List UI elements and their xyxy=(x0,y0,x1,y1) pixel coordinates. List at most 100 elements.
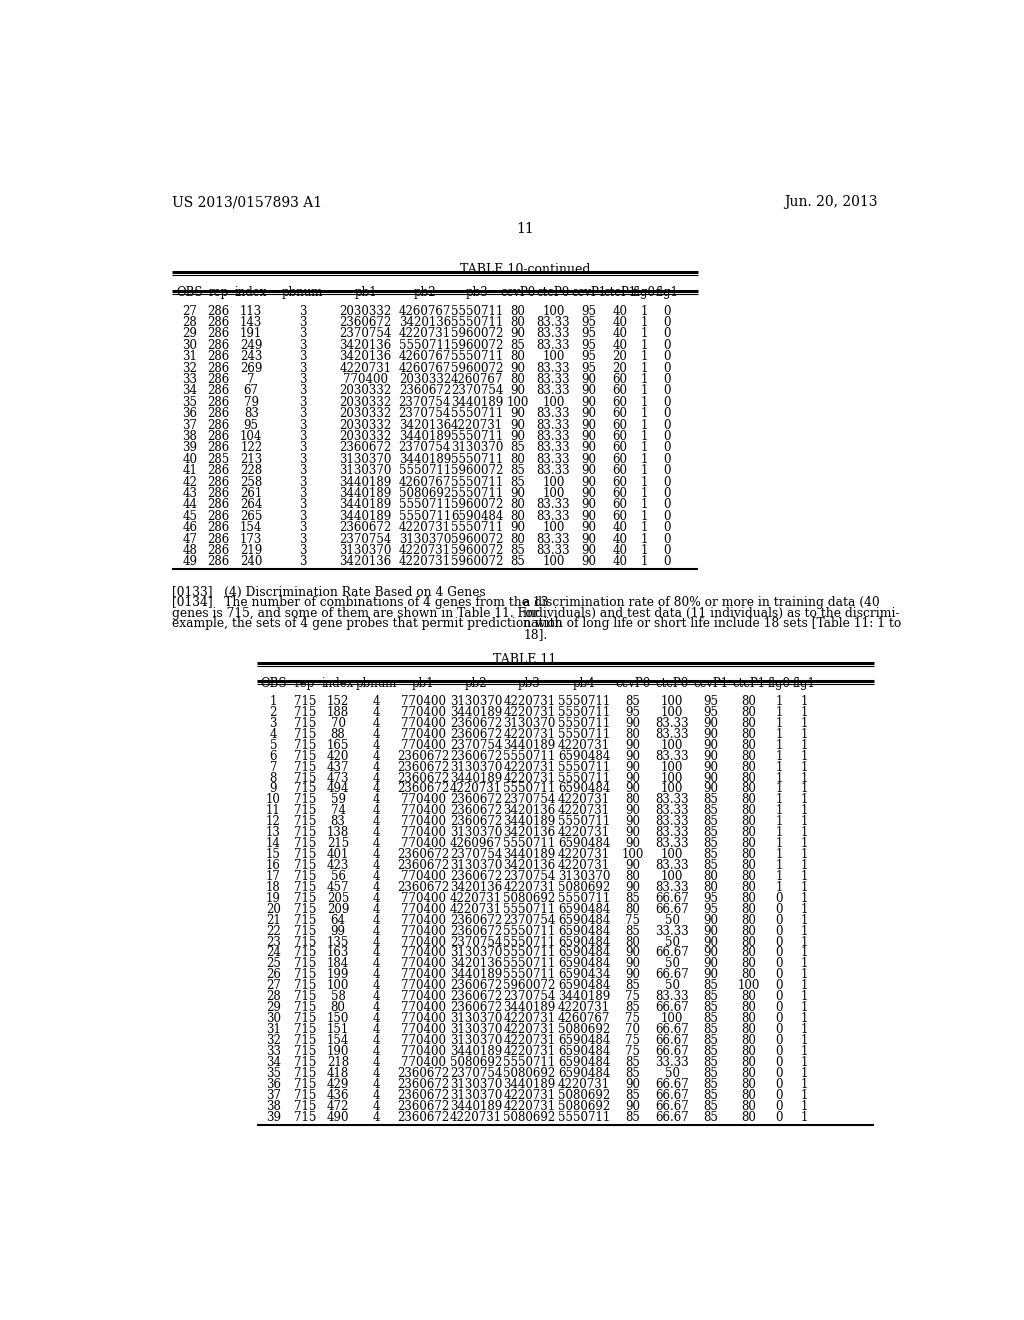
Text: 5550711: 5550711 xyxy=(504,903,556,916)
Text: 715: 715 xyxy=(294,696,315,708)
Text: 83.33: 83.33 xyxy=(537,441,570,454)
Text: 6590484: 6590484 xyxy=(558,936,610,949)
Text: 100: 100 xyxy=(660,870,683,883)
Text: 1: 1 xyxy=(269,696,278,708)
Text: genes is 715, and some of them are shown in Table 11. For: genes is 715, and some of them are shown… xyxy=(172,607,539,620)
Text: 770400: 770400 xyxy=(400,990,445,1003)
Text: 83.33: 83.33 xyxy=(537,499,570,511)
Text: 3: 3 xyxy=(299,408,306,420)
Text: 100: 100 xyxy=(543,475,564,488)
Text: 1: 1 xyxy=(775,696,782,708)
Text: 36: 36 xyxy=(182,408,198,420)
Text: 66.67: 66.67 xyxy=(655,1077,689,1090)
Text: 2030332: 2030332 xyxy=(339,408,391,420)
Text: 0: 0 xyxy=(663,556,671,569)
Text: 100: 100 xyxy=(660,772,683,784)
Text: 3420136: 3420136 xyxy=(504,804,556,817)
Text: 85: 85 xyxy=(625,924,640,937)
Text: 83.33: 83.33 xyxy=(537,430,570,444)
Text: 1: 1 xyxy=(801,1067,808,1080)
Text: 90: 90 xyxy=(582,441,596,454)
Text: 85: 85 xyxy=(625,1067,640,1080)
Text: 5550711: 5550711 xyxy=(558,696,610,708)
Text: 90: 90 xyxy=(510,430,525,444)
Text: 66.67: 66.67 xyxy=(655,1023,689,1036)
Text: 23: 23 xyxy=(266,936,281,949)
Text: 1: 1 xyxy=(640,396,648,409)
Text: 80: 80 xyxy=(741,760,757,774)
Text: 75: 75 xyxy=(625,1045,640,1057)
Text: 0: 0 xyxy=(775,936,782,949)
Text: 2370754: 2370754 xyxy=(339,327,392,341)
Text: 1: 1 xyxy=(801,772,808,784)
Text: 33.33: 33.33 xyxy=(655,924,689,937)
Text: 219: 219 xyxy=(240,544,262,557)
Text: 0: 0 xyxy=(663,499,671,511)
Text: 85: 85 xyxy=(703,1100,718,1113)
Text: 90: 90 xyxy=(582,418,596,432)
Text: 0: 0 xyxy=(663,339,671,352)
Text: 4: 4 xyxy=(373,870,380,883)
Text: 4220731: 4220731 xyxy=(504,706,555,719)
Text: 80: 80 xyxy=(741,804,757,817)
Text: 66.67: 66.67 xyxy=(655,1110,689,1123)
Text: 66.67: 66.67 xyxy=(655,892,689,904)
Text: 19: 19 xyxy=(266,892,281,904)
Text: 83.33: 83.33 xyxy=(537,408,570,420)
Text: 0: 0 xyxy=(775,1045,782,1057)
Text: 80: 80 xyxy=(625,870,640,883)
Text: 66.67: 66.67 xyxy=(655,969,689,981)
Text: 4: 4 xyxy=(373,696,380,708)
Text: 5550711: 5550711 xyxy=(504,957,556,970)
Text: 286: 286 xyxy=(208,305,229,318)
Text: 80: 80 xyxy=(741,946,757,960)
Text: 1: 1 xyxy=(640,475,648,488)
Text: 3440189: 3440189 xyxy=(398,430,451,444)
Text: 90: 90 xyxy=(703,924,718,937)
Text: 423: 423 xyxy=(327,859,349,873)
Text: 6: 6 xyxy=(269,750,278,763)
Text: 0: 0 xyxy=(775,957,782,970)
Text: 1: 1 xyxy=(775,717,782,730)
Text: 80: 80 xyxy=(510,533,525,545)
Text: 3: 3 xyxy=(299,533,306,545)
Text: 4260767: 4260767 xyxy=(398,350,451,363)
Text: 715: 715 xyxy=(294,1067,315,1080)
Text: 286: 286 xyxy=(208,430,229,444)
Text: 1: 1 xyxy=(775,870,782,883)
Text: 3: 3 xyxy=(299,499,306,511)
Text: 4: 4 xyxy=(373,1089,380,1102)
Text: 90: 90 xyxy=(625,816,640,828)
Text: 3130370: 3130370 xyxy=(339,465,392,478)
Text: 1: 1 xyxy=(775,804,782,817)
Text: 3440189: 3440189 xyxy=(504,816,556,828)
Text: 1: 1 xyxy=(640,544,648,557)
Text: 4: 4 xyxy=(373,826,380,840)
Text: 58: 58 xyxy=(331,990,345,1003)
Text: 100: 100 xyxy=(660,706,683,719)
Text: 90: 90 xyxy=(582,430,596,444)
Text: 5550711: 5550711 xyxy=(398,510,451,523)
Text: 770400: 770400 xyxy=(400,1012,445,1026)
Text: 1: 1 xyxy=(640,465,648,478)
Text: 2360672: 2360672 xyxy=(450,1001,502,1014)
Text: 5550711: 5550711 xyxy=(451,521,503,535)
Text: 90: 90 xyxy=(510,384,525,397)
Text: 3440189: 3440189 xyxy=(504,739,556,752)
Text: 80: 80 xyxy=(510,374,525,385)
Text: [0133]   (4) Discrimination Rate Based on 4 Genes: [0133] (4) Discrimination Rate Based on … xyxy=(172,586,486,599)
Text: 3: 3 xyxy=(299,396,306,409)
Text: 4: 4 xyxy=(373,816,380,828)
Text: 1: 1 xyxy=(640,453,648,466)
Text: 2360672: 2360672 xyxy=(450,816,502,828)
Text: 5550711: 5550711 xyxy=(504,936,556,949)
Text: 2360672: 2360672 xyxy=(450,979,502,993)
Text: 2360672: 2360672 xyxy=(397,1100,450,1113)
Text: 80: 80 xyxy=(625,793,640,807)
Text: 3440189: 3440189 xyxy=(450,1100,502,1113)
Text: 4: 4 xyxy=(373,706,380,719)
Text: 95: 95 xyxy=(703,903,718,916)
Text: 1: 1 xyxy=(775,760,782,774)
Text: 90: 90 xyxy=(582,510,596,523)
Text: 770400: 770400 xyxy=(400,979,445,993)
